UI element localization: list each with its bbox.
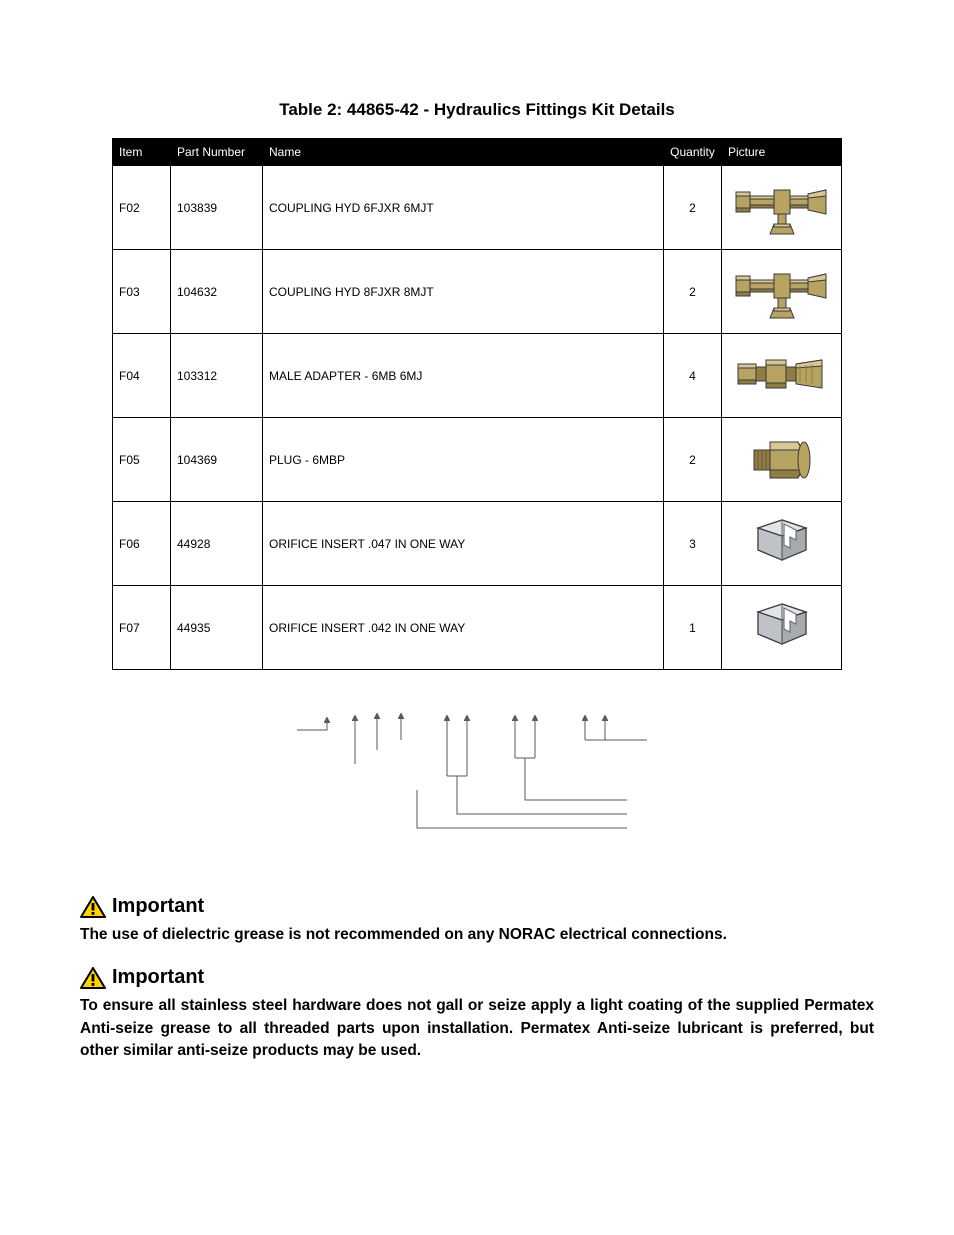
table-row: F04 103312 MALE ADAPTER - 6MB 6MJ 4 (113, 334, 842, 418)
col-header-qty: Quantity (664, 139, 722, 166)
cell-item: F02 (113, 166, 171, 250)
cell-name: PLUG - 6MBP (263, 418, 664, 502)
fittings-table: Item Part Number Name Quantity Picture F… (112, 138, 842, 670)
cell-pic (722, 250, 842, 334)
callout-head: Important (80, 966, 874, 989)
cell-part: 103839 (171, 166, 263, 250)
warning-icon (80, 896, 106, 918)
cell-name: MALE ADAPTER - 6MB 6MJ (263, 334, 664, 418)
cell-qty: 4 (664, 334, 722, 418)
callout-body: To ensure all stainless steel hardware d… (80, 995, 874, 1062)
cell-qty: 1 (664, 586, 722, 670)
cell-pic (722, 586, 842, 670)
callout-heading: Important (112, 895, 204, 918)
fitting-tee-icon (734, 174, 830, 238)
cell-part: 44928 (171, 502, 263, 586)
fitting-adapter-icon (734, 342, 830, 406)
cell-part: 44935 (171, 586, 263, 670)
cell-item: F06 (113, 502, 171, 586)
cell-part: 104632 (171, 250, 263, 334)
fitting-orifice-icon (734, 594, 830, 658)
fitting-orifice-icon (734, 510, 830, 574)
cell-item: F05 (113, 418, 171, 502)
col-header-name: Name (263, 139, 664, 166)
cell-name: COUPLING HYD 8FJXR 8MJT (263, 250, 664, 334)
table-title: Table 2: 44865-42 - Hydraulics Fittings … (80, 100, 874, 120)
cell-item: F07 (113, 586, 171, 670)
callout-head: Important (80, 895, 874, 918)
cell-pic (722, 334, 842, 418)
warning-icon (80, 967, 106, 989)
table-row: F03 104632 COUPLING HYD 8FJXR 8MJT 2 (113, 250, 842, 334)
table-row: F06 44928 ORIFICE INSERT .047 IN ONE WAY… (113, 502, 842, 586)
cell-item: F03 (113, 250, 171, 334)
table-row: F02 103839 COUPLING HYD 6FJXR 6MJT 2 (113, 166, 842, 250)
cell-pic (722, 418, 842, 502)
col-header-pic: Picture (722, 139, 842, 166)
callout-important-1: Important The use of dielectric grease i… (80, 895, 874, 946)
cell-part: 104369 (171, 418, 263, 502)
cell-qty: 2 (664, 418, 722, 502)
fitting-plug-icon (734, 426, 830, 490)
table-row: F07 44935 ORIFICE INSERT .042 IN ONE WAY… (113, 586, 842, 670)
cell-name: COUPLING HYD 6FJXR 6MJT (263, 166, 664, 250)
fitting-tee-icon (734, 258, 830, 322)
callout-body: The use of dielectric grease is not reco… (80, 924, 874, 946)
table-row: F05 104369 PLUG - 6MBP 2 (113, 418, 842, 502)
callout-important-2: Important To ensure all stainless steel … (80, 966, 874, 1062)
leader-diagram (297, 710, 657, 845)
table-header-row: Item Part Number Name Quantity Picture (113, 139, 842, 166)
col-header-item: Item (113, 139, 171, 166)
cell-part: 103312 (171, 334, 263, 418)
cell-qty: 2 (664, 166, 722, 250)
cell-name: ORIFICE INSERT .047 IN ONE WAY (263, 502, 664, 586)
col-header-part: Part Number (171, 139, 263, 166)
cell-name: ORIFICE INSERT .042 IN ONE WAY (263, 586, 664, 670)
cell-pic (722, 502, 842, 586)
cell-item: F04 (113, 334, 171, 418)
cell-qty: 3 (664, 502, 722, 586)
callout-heading: Important (112, 966, 204, 989)
cell-pic (722, 166, 842, 250)
cell-qty: 2 (664, 250, 722, 334)
page: Table 2: 44865-42 - Hydraulics Fittings … (0, 0, 954, 1123)
